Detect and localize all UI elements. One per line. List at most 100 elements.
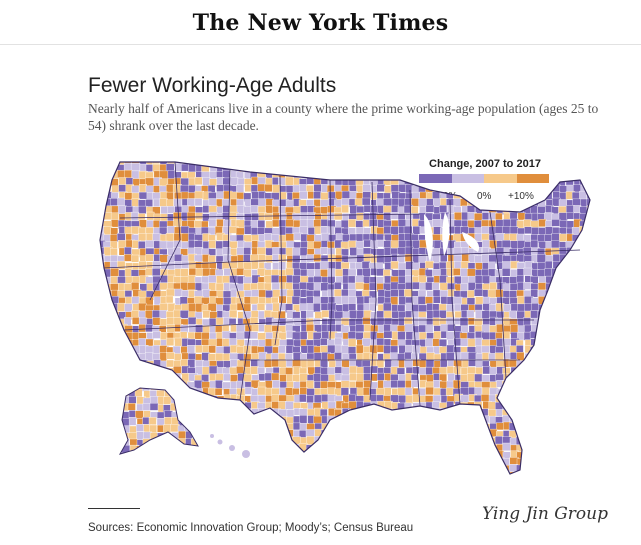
county-cell [558,471,568,474]
county-cell [103,226,113,236]
county-cell [236,247,246,256]
county-cell [109,234,118,242]
county-cell [257,162,266,165]
county-cell [391,471,401,474]
county-cell [167,206,177,214]
county-cell [481,310,491,320]
county-cell [356,339,366,348]
county-cell [257,170,266,180]
county-cell [391,444,400,453]
county-cell [405,395,413,405]
county-cell [286,338,295,348]
county-cell [264,240,274,250]
county-cell [191,396,198,404]
county-cell [159,240,169,250]
county-cell [139,444,149,454]
county-cell [223,268,232,277]
county-cell [292,213,301,221]
county-cell [335,247,345,256]
county-cell [432,367,441,376]
county-cell [320,199,329,209]
county-cell [481,387,490,397]
county-cell [278,332,287,342]
county-cell [566,205,575,213]
county-cell [510,366,519,376]
county-cell [299,373,309,382]
county-cell [522,401,532,411]
county-cell [117,290,126,300]
county-cell [173,212,183,221]
legend-title: Change, 2007 to 2017 [429,158,541,170]
county-cell [419,346,429,354]
county-cell [383,310,392,319]
county-cell [531,227,541,235]
county-cell [178,430,186,440]
county-cell [103,339,113,348]
county-cell [202,233,211,242]
county-cell [474,443,483,453]
county-cell [545,373,554,383]
county-cell [363,162,371,171]
county-cell [335,304,345,314]
county-cell [222,451,232,459]
county-cell [579,225,589,234]
county-cell [453,247,462,256]
county-cell [125,262,135,272]
county-cell [300,359,309,369]
county-cell [516,387,526,397]
county-cell [286,296,295,305]
county-cell [228,318,237,326]
county-cell [376,451,386,461]
county-cell [138,302,147,312]
county-cell [481,212,491,220]
county-cell [103,170,113,179]
county-cell [292,247,302,257]
county-cell [258,191,266,200]
county-cell [104,443,113,451]
county-cell [292,464,301,473]
county-cell [454,283,463,292]
county-cell [139,400,148,409]
county-cell [355,360,365,369]
county-cell [355,233,364,243]
county-cell [174,353,182,363]
county-cell [285,387,294,397]
county-cell [117,260,126,270]
county-cell [152,261,161,271]
county-cell [199,410,206,417]
county-cell [278,177,287,186]
county-cell [244,339,254,349]
county-cell [258,339,267,348]
county-cell [145,324,154,333]
county-cell [285,185,295,194]
county-cell [368,297,378,307]
county-cell [180,450,190,460]
county-cell [447,416,456,425]
county-cell [347,240,357,250]
county-cell [243,331,253,339]
county-cell [467,465,477,474]
county-cell [355,332,365,340]
county-cell [426,310,436,319]
county-cell [545,282,555,291]
county-cell [370,373,379,382]
county-cell [200,464,210,474]
county-cell [551,359,561,368]
county-cell [229,332,237,341]
county-cell [320,269,330,278]
county-cell [384,422,393,432]
county-cell [432,234,442,242]
county-cell [362,219,371,227]
nyt-logo[interactable]: The New York Times [192,10,449,36]
county-cell [132,325,141,334]
county-cell [251,408,260,418]
county-cell [328,163,337,172]
county-cell [474,318,483,327]
county-cell [180,387,189,397]
county-cell [138,436,147,447]
county-cell [398,296,407,306]
county-cell [383,171,393,181]
county-cell [125,311,135,320]
county-cell [173,373,181,383]
county-cell [544,310,554,319]
